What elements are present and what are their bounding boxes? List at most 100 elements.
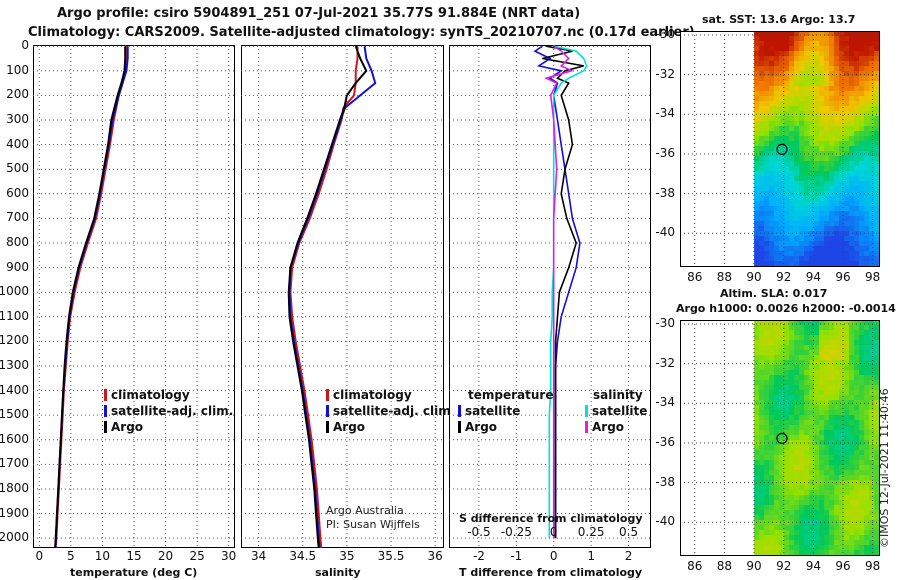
map-cell bbox=[784, 425, 790, 431]
map-cell bbox=[869, 400, 875, 406]
map-cell bbox=[819, 126, 825, 132]
map-cell bbox=[844, 81, 850, 87]
map-cell bbox=[859, 231, 865, 237]
map-cell bbox=[829, 161, 835, 167]
map-cell bbox=[784, 535, 790, 541]
map-cell bbox=[874, 320, 880, 326]
map-cell bbox=[824, 415, 830, 421]
map-cell bbox=[764, 161, 770, 167]
map-cell bbox=[824, 430, 830, 436]
map-cell bbox=[869, 116, 875, 122]
map-cell bbox=[759, 465, 765, 471]
map-cell bbox=[794, 256, 800, 262]
map-cell bbox=[769, 56, 775, 62]
map-cell bbox=[874, 251, 880, 257]
map-cell bbox=[834, 101, 840, 107]
map-cell bbox=[844, 136, 850, 142]
map-cell bbox=[819, 181, 825, 187]
map-cell bbox=[769, 490, 775, 496]
plot-frame bbox=[33, 45, 235, 548]
map-cell bbox=[864, 201, 870, 207]
map-cell bbox=[829, 360, 835, 366]
map-cell bbox=[764, 261, 770, 267]
map-cell bbox=[759, 460, 765, 466]
map-cell bbox=[804, 335, 810, 341]
map-cell bbox=[759, 81, 765, 87]
map-cell bbox=[799, 221, 805, 227]
map-cell bbox=[769, 365, 775, 371]
map-cell bbox=[864, 510, 870, 516]
map-cell bbox=[864, 415, 870, 421]
map-cell bbox=[764, 156, 770, 162]
map-cell bbox=[874, 490, 880, 496]
map-cell bbox=[784, 181, 790, 187]
map-cell bbox=[769, 435, 775, 441]
map-cell bbox=[789, 425, 795, 431]
map-cell bbox=[774, 425, 780, 431]
map-cell bbox=[869, 156, 875, 162]
map-cell bbox=[864, 395, 870, 401]
map-cell bbox=[799, 256, 805, 262]
map-cell bbox=[834, 395, 840, 401]
map-cell bbox=[804, 226, 810, 232]
map-cell bbox=[754, 465, 760, 471]
argo-position-marker bbox=[776, 432, 788, 444]
map-cell bbox=[849, 430, 855, 436]
map-cell bbox=[819, 51, 825, 57]
map-cell bbox=[854, 141, 860, 147]
map-cell bbox=[789, 191, 795, 197]
map-cell bbox=[854, 365, 860, 371]
map-cell bbox=[834, 146, 840, 152]
map-cell bbox=[869, 136, 875, 142]
map-cell bbox=[824, 166, 830, 172]
map-cell bbox=[804, 385, 810, 391]
map-cell bbox=[834, 61, 840, 67]
map-cell bbox=[864, 425, 870, 431]
map-cell bbox=[799, 370, 805, 376]
map-cell bbox=[769, 176, 775, 182]
map-cell bbox=[774, 81, 780, 87]
map-cell bbox=[874, 475, 880, 481]
map-cell bbox=[874, 221, 880, 227]
map-cell bbox=[809, 146, 815, 152]
map-cell bbox=[764, 480, 770, 486]
map-cell bbox=[794, 246, 800, 252]
map-cell bbox=[824, 505, 830, 511]
map-cell bbox=[874, 146, 880, 152]
map-cell bbox=[824, 176, 830, 182]
map-cell bbox=[819, 380, 825, 386]
map-cell bbox=[869, 31, 875, 37]
map-cell bbox=[769, 116, 775, 122]
map-cell bbox=[794, 405, 800, 411]
map-cell bbox=[819, 530, 825, 536]
map-cell bbox=[814, 251, 820, 257]
map-cell bbox=[814, 56, 820, 62]
map-cell bbox=[834, 360, 840, 366]
map-cell bbox=[844, 415, 850, 421]
map-cell bbox=[859, 186, 865, 192]
map-cell bbox=[784, 330, 790, 336]
map-cell bbox=[804, 475, 810, 481]
map-cell bbox=[819, 470, 825, 476]
map-cell bbox=[784, 226, 790, 232]
map-cell bbox=[874, 126, 880, 132]
map-cell bbox=[779, 375, 785, 381]
map-cell bbox=[799, 450, 805, 456]
map-cell bbox=[829, 141, 835, 147]
map-cell bbox=[824, 425, 830, 431]
map-cell bbox=[794, 116, 800, 122]
map-cell bbox=[859, 71, 865, 77]
map-cell bbox=[844, 256, 850, 262]
map-cell bbox=[804, 400, 810, 406]
map-cell bbox=[844, 106, 850, 112]
map-cell bbox=[849, 131, 855, 137]
map-cell bbox=[849, 500, 855, 506]
map-cell bbox=[834, 46, 840, 52]
map-cell bbox=[774, 196, 780, 202]
map-cell bbox=[794, 500, 800, 506]
map-cell bbox=[784, 56, 790, 62]
map-cell bbox=[799, 485, 805, 491]
map-cell bbox=[794, 51, 800, 57]
map-cell bbox=[759, 71, 765, 77]
map-cell bbox=[794, 81, 800, 87]
